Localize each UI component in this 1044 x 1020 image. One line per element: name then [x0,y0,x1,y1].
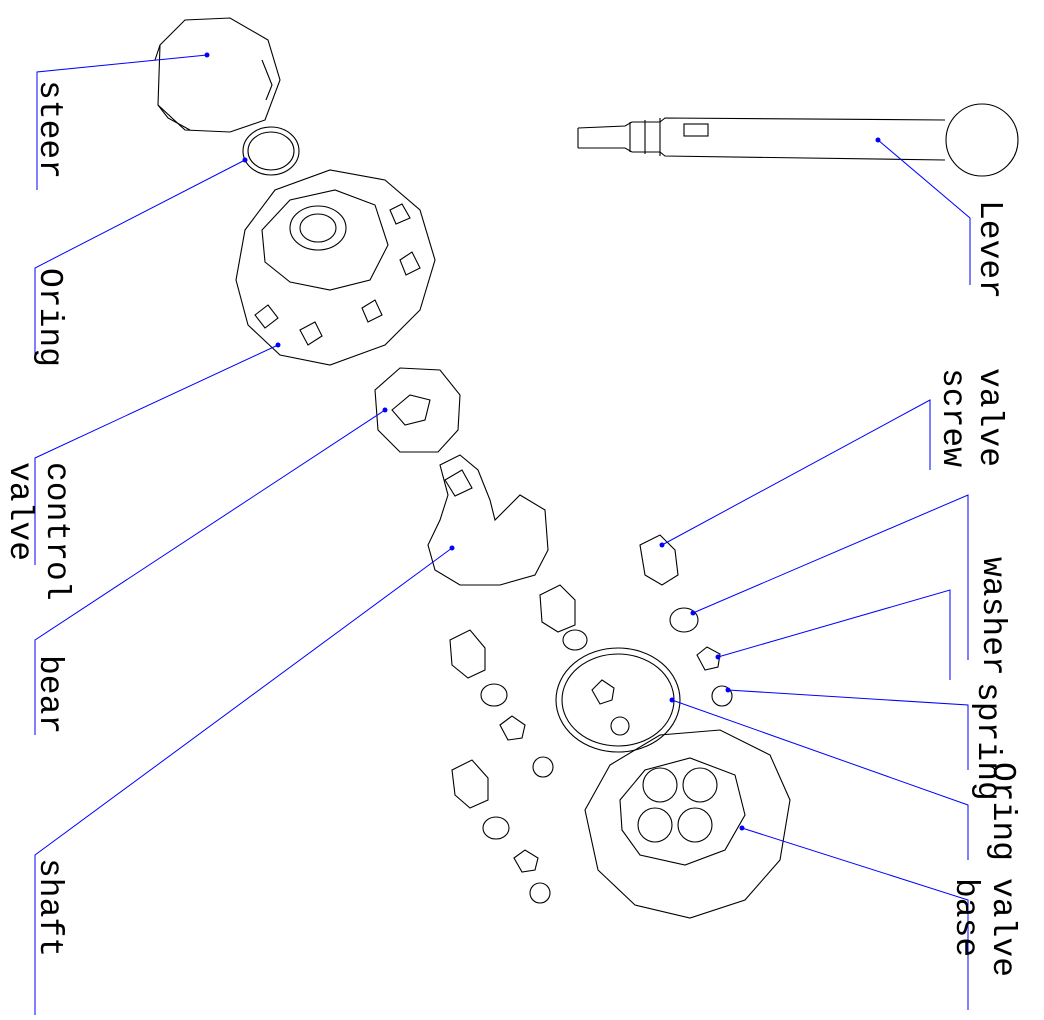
label-line: screw [935,368,972,467]
lever-part [578,104,1018,176]
label-line: Lever [972,200,1009,299]
part-label: valvebase [948,878,1022,977]
shaft-part [428,455,548,585]
control-valve-part [236,170,435,365]
small-parts [450,535,732,903]
part-label: washer [975,557,1012,676]
part-label: Oring [32,268,69,367]
bear-part [375,368,460,452]
label-line: valve [2,462,39,561]
part-label: shaft [32,858,69,957]
label-line: shaft [32,858,69,957]
label-line: bear [32,655,69,734]
part-label: Lever [972,200,1009,299]
oring-plate-part [556,648,680,752]
part-label: controlvalve [2,462,76,601]
part-label: valvescrew [935,368,1009,467]
label-line: steer [32,80,69,179]
label-line: control [39,462,76,601]
label-line: valve [985,878,1022,977]
labels: steerOringcontrolvalvebearshaftLevervalv… [2,80,1022,977]
label-line: valve [972,368,1009,467]
part-label: Oring [985,762,1022,861]
valve-base-part [585,730,790,918]
label-line: Oring [32,268,69,367]
leader-lines [35,53,970,1016]
part-label: bear [32,655,69,734]
oring-part [243,127,299,175]
label-line: washer [975,557,1012,676]
label-line: Oring [985,762,1022,861]
exploded-diagram: steerOringcontrolvalvebearshaftLevervalv… [0,0,1044,1020]
steer-part [155,18,280,132]
part-label: steer [32,80,69,179]
label-line: base [948,878,985,957]
